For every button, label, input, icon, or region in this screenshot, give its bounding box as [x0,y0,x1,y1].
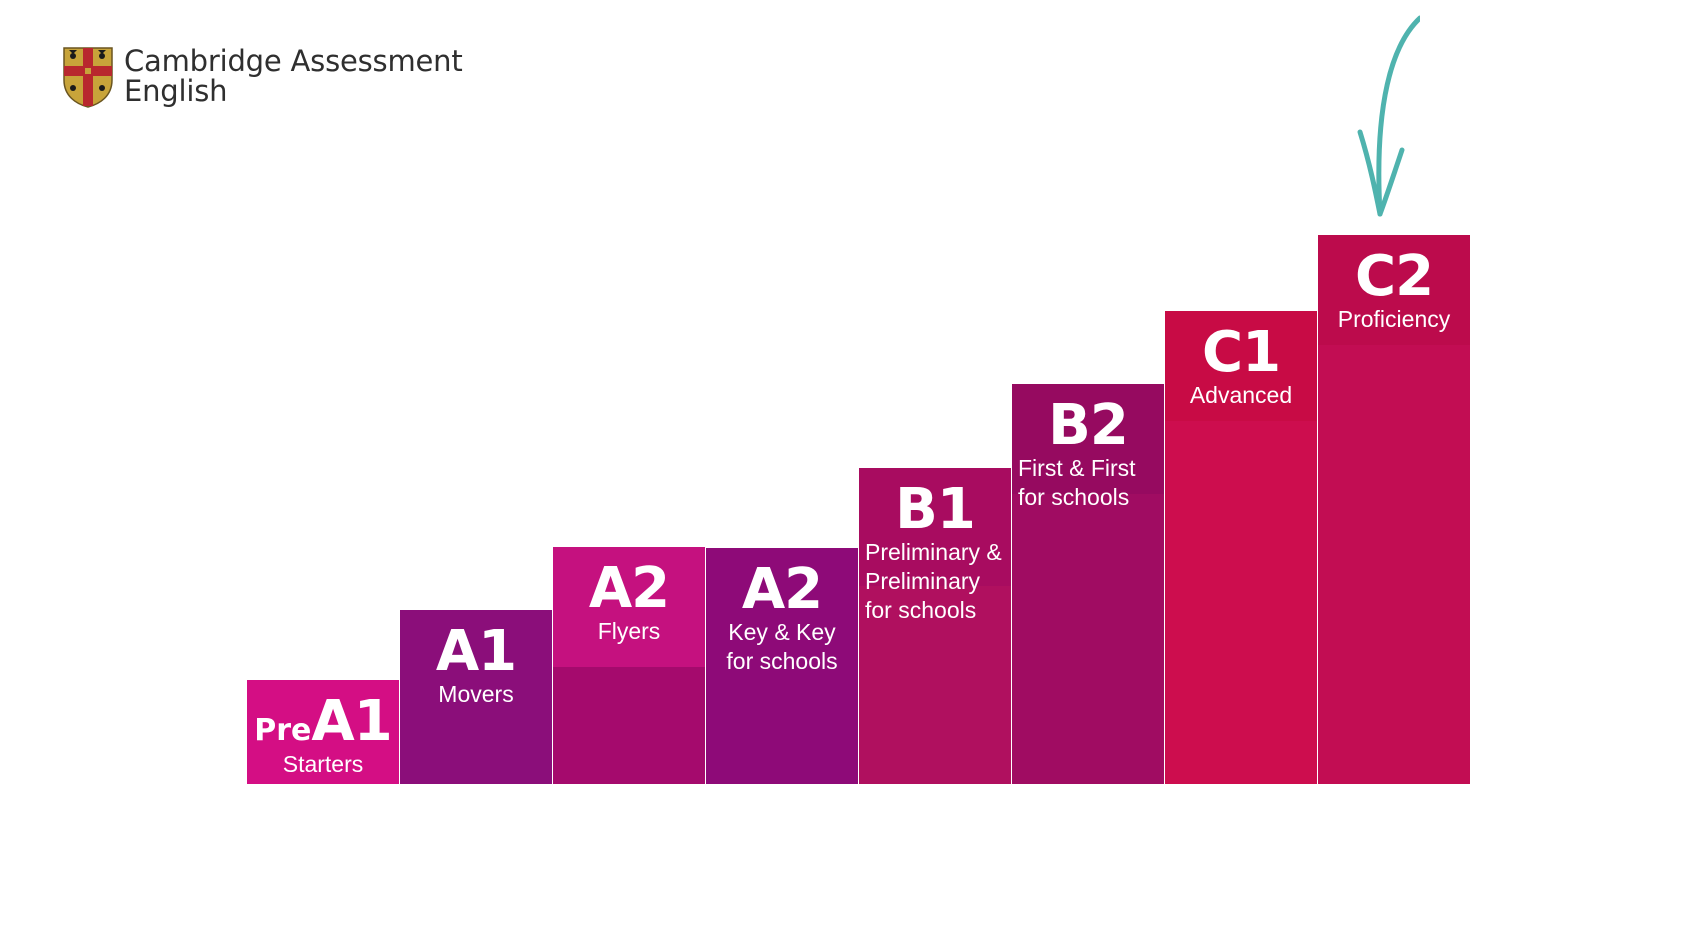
exam-name-label: for schools [726,648,838,674]
exam-name-label: Preliminary [865,568,981,594]
cefr-level-label: A1 [400,624,552,680]
cefr-level-prefix: Pre [254,713,312,748]
cefr-level-label: C2 [1318,249,1470,305]
stair-step-header [1165,311,1317,421]
exam-name-label: Flyers [597,618,661,644]
cefr-level-code: C1 [1201,320,1281,385]
brand-logo: Cambridge Assessment English [62,46,463,108]
exam-name-label: Movers [438,681,514,707]
cefr-level-label: A2 [706,562,858,618]
exam-name-label: Starters [282,751,364,777]
stair-step-6: B2 First & First for schools [1012,384,1164,784]
logo-name-line1: Cambridge Assessment [124,44,463,78]
stair-step-7: C1 Advanced [1165,311,1317,784]
stair-step-header [1318,235,1470,345]
cefr-level-label: PreA1 [247,694,399,750]
cambridge-shield-icon [63,47,113,108]
exam-name-label: Key & Key [728,619,836,645]
exam-name-label: Preliminary & [865,539,1002,565]
cefr-level-code: A1 [435,619,517,684]
cefr-level-code: C2 [1354,244,1434,309]
stair-step-8: C2 Proficiency [1318,235,1470,784]
stair-step-5: B1 Preliminary & Preliminary for schools [859,468,1011,784]
cefr-level-label: B1 [859,482,1011,538]
down-arrow-icon [1357,15,1420,217]
stair-step-header [859,468,1011,586]
cefr-level-label: B2 [1012,398,1164,454]
cefr-level-code: A2 [741,557,823,622]
exam-name-label: First & First [1018,455,1136,481]
cefr-level-code: B2 [1048,393,1129,458]
stair-step-header [1012,384,1164,494]
cefr-level-code: A1 [311,689,392,754]
stair-step-2: A1 Movers [400,610,552,784]
exam-name-label: Advanced [1189,382,1293,408]
exam-name-label: Proficiency [1337,306,1451,332]
logo-name-line2: English [124,74,228,109]
exam-name-label: for schools [1018,484,1130,510]
stair-step-4: A2 Key & Key for schools [706,548,858,784]
cefr-level-label: A2 [553,561,705,617]
stair-step-header [553,547,705,667]
cefr-level-code: A2 [588,556,670,621]
stair-step-1: PreA1 Starters [247,680,399,784]
cefr-level-code: B1 [895,477,976,542]
stair-step-3: A2 Flyers [553,547,705,784]
exam-name-label: for schools [865,597,977,623]
cefr-level-label: C1 [1165,325,1317,381]
